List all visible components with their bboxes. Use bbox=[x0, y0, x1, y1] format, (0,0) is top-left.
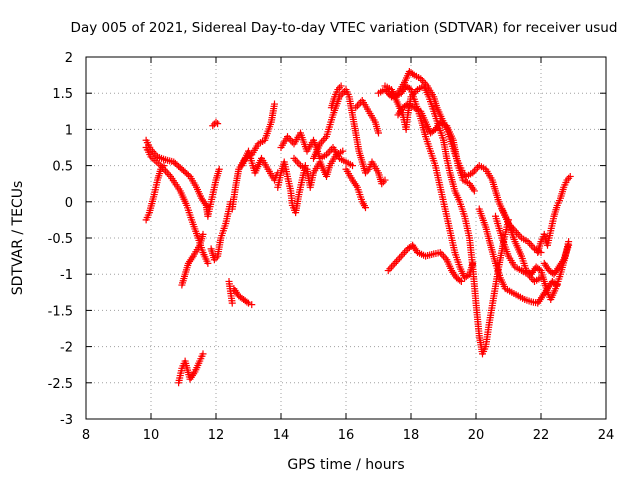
y-tick-labels: 2 1.5 1 0.5 0 -0.5 -1 -1.5 -2 -2.5 -3 bbox=[48, 51, 73, 428]
data-point bbox=[212, 118, 220, 126]
data-point bbox=[245, 299, 252, 307]
data-point bbox=[470, 187, 478, 195]
data-point bbox=[199, 350, 207, 358]
y-tick-label: -2.5 bbox=[48, 377, 73, 392]
series-10 bbox=[238, 147, 282, 184]
series-0 bbox=[142, 136, 223, 220]
data-point bbox=[339, 147, 347, 155]
series-2 bbox=[142, 162, 168, 224]
data-point bbox=[362, 204, 369, 212]
y-tick-label: 0 bbox=[65, 196, 73, 211]
data-point bbox=[228, 299, 236, 307]
data-point bbox=[469, 259, 477, 267]
series-5 bbox=[209, 118, 222, 130]
series-21 bbox=[394, 100, 478, 195]
data-point bbox=[409, 70, 417, 78]
series-7 bbox=[228, 100, 278, 213]
series-3 bbox=[178, 230, 207, 289]
x-tick-label: 18 bbox=[403, 428, 420, 443]
x-tick-label: 20 bbox=[468, 428, 485, 443]
series-11 bbox=[274, 158, 309, 217]
series-22 bbox=[384, 241, 465, 285]
data-point bbox=[160, 162, 168, 170]
x-tick-label: 12 bbox=[208, 428, 225, 443]
series-8 bbox=[230, 285, 256, 309]
x-tick-label: 24 bbox=[598, 428, 615, 443]
data-point bbox=[456, 276, 464, 284]
y-tick-label: -2 bbox=[60, 341, 73, 356]
y-tick-label: 2 bbox=[65, 51, 73, 66]
data-point bbox=[405, 84, 413, 92]
x-tick-label: 8 bbox=[82, 428, 90, 443]
data-point bbox=[204, 259, 212, 267]
x-tick-labels: 8 10 12 14 16 18 20 22 24 bbox=[82, 428, 614, 443]
y-tick-label: 1.5 bbox=[52, 87, 73, 102]
x-tick-label: 14 bbox=[273, 428, 290, 443]
series-16 bbox=[342, 165, 369, 212]
data-point bbox=[248, 301, 256, 309]
series-4 bbox=[175, 350, 207, 387]
data-point bbox=[215, 165, 223, 173]
data-point bbox=[565, 241, 573, 249]
data-point bbox=[199, 230, 207, 238]
series-14 bbox=[310, 86, 389, 188]
data-marks bbox=[142, 67, 574, 387]
series-26 bbox=[534, 172, 574, 256]
plot-frame bbox=[85, 56, 607, 420]
y-tick-label: 0.5 bbox=[52, 160, 73, 175]
axis-ticks bbox=[85, 56, 607, 420]
y-axis-title: SDTVAR / TECUs bbox=[10, 181, 26, 296]
data-point bbox=[457, 277, 465, 285]
grid-lines bbox=[86, 57, 606, 419]
x-axis-title: GPS time / hours bbox=[287, 457, 404, 473]
data-point bbox=[337, 82, 345, 90]
y-tick-label: 1 bbox=[65, 123, 73, 138]
series-1 bbox=[142, 144, 212, 267]
data-point bbox=[381, 176, 389, 184]
data-point bbox=[537, 274, 545, 282]
y-tick-label: -1.5 bbox=[48, 304, 73, 319]
data-point bbox=[349, 162, 356, 170]
data-point bbox=[184, 171, 192, 179]
series-12 bbox=[277, 129, 356, 170]
series-27 bbox=[540, 241, 573, 278]
data-point bbox=[271, 100, 278, 108]
data-point bbox=[214, 120, 222, 128]
y-tick-label: -3 bbox=[60, 413, 73, 428]
data-point bbox=[243, 298, 251, 306]
data-point bbox=[375, 129, 382, 137]
series-25 bbox=[492, 212, 545, 285]
chart-title: Day 005 of 2021, Sidereal Day-to-day VTE… bbox=[71, 20, 618, 36]
series-9 bbox=[225, 277, 236, 307]
series-17 bbox=[352, 96, 382, 137]
series-15 bbox=[327, 82, 345, 112]
y-tick-label: -1 bbox=[60, 268, 73, 283]
y-tick-label: -0.5 bbox=[48, 232, 73, 247]
data-point bbox=[566, 172, 574, 180]
x-tick-label: 22 bbox=[533, 428, 550, 443]
series-13 bbox=[290, 147, 347, 191]
x-tick-label: 10 bbox=[143, 428, 160, 443]
x-tick-label: 16 bbox=[338, 428, 355, 443]
